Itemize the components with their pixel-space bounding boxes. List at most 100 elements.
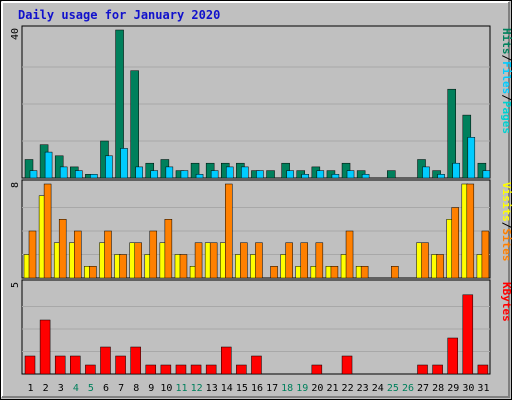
panel-kbytes: 5 KBytes bbox=[10, 279, 512, 375]
x-tick-day-13: 13 bbox=[206, 383, 218, 394]
bar-files-day-11 bbox=[180, 170, 189, 179]
bar-sites-day-3 bbox=[58, 219, 67, 279]
x-tick-day-21: 21 bbox=[326, 383, 338, 394]
bar-kbytes-day-14 bbox=[221, 346, 232, 375]
bar-sites-day-25 bbox=[391, 266, 399, 279]
x-tick-day-6: 6 bbox=[103, 383, 109, 394]
bar-sites-day-19 bbox=[300, 242, 308, 279]
bar-files-day-14 bbox=[226, 166, 234, 179]
bar-files-day-8 bbox=[135, 166, 143, 179]
bar-sites-day-2 bbox=[43, 183, 52, 279]
x-tick-day-27: 27 bbox=[417, 383, 429, 394]
x-tick-day-18: 18 bbox=[281, 383, 293, 394]
bar-files-day-28 bbox=[437, 174, 445, 179]
bar-kbytes-day-29 bbox=[447, 337, 458, 375]
x-tick-day-16: 16 bbox=[251, 383, 263, 394]
bar-kbytes-day-5 bbox=[85, 364, 96, 375]
bar-hits-day-17 bbox=[266, 170, 275, 179]
bar-sites-day-9 bbox=[149, 230, 158, 279]
x-tick-day-12: 12 bbox=[191, 383, 203, 394]
x-tick-day-25: 25 bbox=[387, 383, 399, 394]
legend-separator: / bbox=[500, 55, 512, 62]
bar-kbytes-day-6 bbox=[100, 346, 111, 375]
bar-hits-day-8 bbox=[130, 70, 139, 179]
bar-sites-day-11 bbox=[179, 254, 188, 279]
bar-files-day-27 bbox=[422, 166, 430, 179]
bar-sites-day-15 bbox=[240, 242, 248, 279]
bar-files-day-18 bbox=[286, 170, 294, 179]
plot-area bbox=[21, 25, 491, 179]
bar-files-day-9 bbox=[150, 170, 159, 179]
bar-kbytes-day-27 bbox=[417, 364, 428, 375]
bar-kbytes-day-9 bbox=[145, 364, 157, 375]
bar-sites-day-16 bbox=[255, 242, 263, 279]
legend-entry-kbytes: KBytes bbox=[500, 282, 512, 322]
x-tick-day-20: 20 bbox=[311, 383, 323, 394]
x-tick-day-23: 23 bbox=[357, 383, 369, 394]
x-tick-day-11: 11 bbox=[175, 383, 187, 394]
x-tick-day-28: 28 bbox=[432, 383, 444, 394]
legend-kbytes: KBytes bbox=[500, 282, 512, 322]
y-max-label: 8 bbox=[10, 182, 21, 188]
bar-sites-day-7 bbox=[119, 254, 127, 279]
x-tick-day-1: 1 bbox=[28, 383, 34, 394]
legend-entry-hits: Hits bbox=[500, 28, 512, 55]
legend-separator: / bbox=[500, 222, 512, 229]
x-tick-day-2: 2 bbox=[43, 383, 49, 394]
bar-files-day-22 bbox=[346, 170, 355, 179]
legend-separator: / bbox=[500, 94, 512, 101]
x-tick-day-30: 30 bbox=[462, 383, 474, 394]
bar-sites-day-20 bbox=[315, 242, 324, 279]
bar-kbytes-day-13 bbox=[205, 364, 217, 375]
bar-sites-day-17 bbox=[270, 266, 278, 279]
bar-sites-day-23 bbox=[360, 266, 369, 279]
bar-sites-day-4 bbox=[74, 230, 82, 279]
legend-entry-pages: Pages bbox=[500, 101, 512, 134]
bar-files-day-4 bbox=[75, 170, 83, 179]
bar-files-day-7 bbox=[120, 148, 128, 179]
bar-sites-day-8 bbox=[134, 242, 142, 279]
legend-entry-files: Files bbox=[500, 61, 512, 94]
x-tick-day-9: 9 bbox=[148, 383, 154, 394]
bar-sites-day-6 bbox=[104, 230, 112, 279]
bar-files-day-20 bbox=[316, 170, 325, 179]
bar-files-day-21 bbox=[331, 174, 340, 179]
bar-sites-day-18 bbox=[285, 242, 293, 279]
bar-hits-day-29 bbox=[447, 88, 456, 179]
bar-kbytes-day-15 bbox=[236, 364, 247, 375]
x-tick-day-31: 31 bbox=[477, 383, 489, 394]
x-tick-day-4: 4 bbox=[73, 383, 79, 394]
bar-sites-day-28 bbox=[436, 254, 444, 279]
bar-sites-day-13 bbox=[209, 242, 218, 279]
bar-files-day-10 bbox=[165, 166, 174, 179]
bar-files-day-19 bbox=[301, 174, 309, 179]
bar-kbytes-day-7 bbox=[115, 355, 126, 375]
bar-kbytes-day-20 bbox=[311, 364, 323, 375]
x-tick-day-8: 8 bbox=[133, 383, 139, 394]
bar-kbytes-day-28 bbox=[432, 364, 443, 375]
bar-kbytes-day-12 bbox=[190, 364, 202, 375]
bar-files-day-3 bbox=[59, 166, 68, 179]
legend-visits-sites: Visits/Sites bbox=[500, 182, 512, 262]
bar-hits-day-12 bbox=[190, 162, 200, 179]
x-tick-day-17: 17 bbox=[266, 383, 278, 394]
bar-files-day-2 bbox=[44, 151, 53, 179]
bar-hits-day-1 bbox=[24, 159, 34, 179]
bar-kbytes-day-8 bbox=[130, 346, 141, 375]
bar-kbytes-day-10 bbox=[160, 364, 172, 375]
x-tick-day-10: 10 bbox=[160, 383, 172, 394]
bar-kbytes-day-16 bbox=[251, 355, 262, 375]
bar-sites-day-30 bbox=[466, 183, 475, 279]
bar-sites-day-1 bbox=[28, 230, 37, 279]
x-tick-day-7: 7 bbox=[118, 383, 124, 394]
legend-entry-sites: Sites bbox=[500, 228, 512, 261]
bar-files-day-23 bbox=[361, 174, 370, 179]
bar-kbytes-day-30 bbox=[462, 294, 474, 375]
bar-kbytes-day-31 bbox=[477, 364, 489, 375]
bar-sites-day-27 bbox=[421, 242, 429, 279]
x-tick-day-29: 29 bbox=[447, 383, 459, 394]
x-tick-day-24: 24 bbox=[372, 383, 384, 394]
bar-files-day-16 bbox=[256, 170, 264, 179]
panel-hits-files-pages: 40 Hits/Files/Pages bbox=[10, 25, 512, 179]
bar-sites-day-12 bbox=[194, 242, 203, 279]
